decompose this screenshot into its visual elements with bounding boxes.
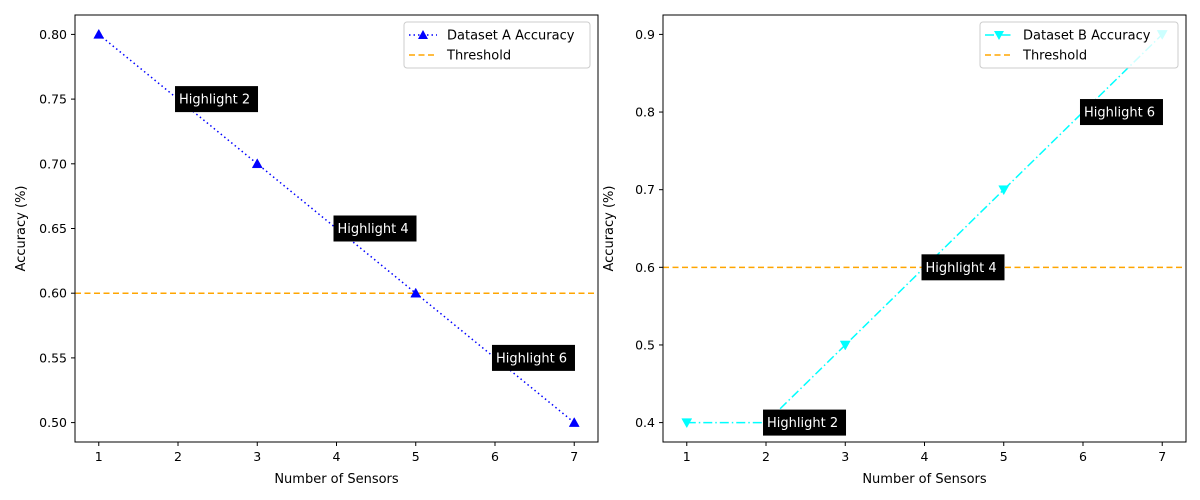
legend: Dataset B Accuracy Threshold	[979, 21, 1179, 69]
legend-label-series: Dataset A Accuracy	[447, 29, 575, 44]
y-tick-label: 0.9	[635, 27, 655, 42]
annotation-label: Highlight 4	[338, 222, 409, 237]
y-tick-label: 0.8	[635, 105, 655, 120]
x-tick-label: 2	[762, 449, 770, 464]
annotation-1: Highlight 2	[175, 86, 259, 113]
legend: Dataset A Accuracy Threshold	[403, 21, 591, 69]
x-tick-label: 6	[1079, 449, 1087, 464]
plot-area	[663, 30, 1186, 429]
y-tick-label: 0.70	[39, 156, 67, 171]
x-axis-label: Number of Sensors	[274, 472, 399, 487]
x-tick-label: 7	[570, 449, 578, 464]
y-tick-label: 0.4	[635, 415, 655, 430]
y-tick-label: 0.6	[635, 260, 655, 275]
annotation-3: Highlight 6	[491, 344, 575, 371]
x-tick-label: 4	[921, 449, 929, 464]
legend-marker	[418, 30, 428, 39]
x-tick-label: 5	[412, 449, 420, 464]
legend-frame	[979, 21, 1179, 69]
chart-panel-2: Highlight 2 Highlight 4 Highlight 6 1 2 3 4 5 6 7…	[602, 14, 1187, 487]
annotation-1: Highlight 2	[763, 409, 847, 436]
annotation-box	[1079, 99, 1163, 126]
x-tick-label: 7	[1158, 449, 1166, 464]
x-tick-label: 6	[491, 449, 499, 464]
x-tick-label: 5	[1000, 449, 1008, 464]
x-axis-label: Number of Sensors	[862, 472, 987, 487]
legend-label-threshold: Threshold	[1022, 49, 1087, 64]
annotation-box	[921, 254, 1005, 281]
data-point	[998, 185, 1010, 196]
y-tick-label: 0.5	[635, 337, 655, 352]
y-tick-label: 0.7	[635, 182, 655, 197]
y-axis-label: Accuracy (%)	[602, 186, 617, 272]
x-tick-label: 3	[253, 449, 261, 464]
annotation-box	[175, 86, 259, 113]
annotation-2: Highlight 4	[333, 215, 417, 242]
y-tick-label: 0.65	[39, 221, 67, 236]
annotation-label: Highlight 4	[926, 261, 997, 276]
annotation-box	[491, 344, 575, 371]
legend-label-threshold: Threshold	[446, 49, 511, 64]
y-tick-label: 0.75	[39, 92, 67, 107]
data-point	[568, 417, 580, 427]
chart-panel-1: Highlight 2 Highlight 4 Highlight 6 1 2 3 4 5 6 7…	[14, 14, 599, 487]
data-point	[410, 287, 422, 298]
y-tick-label: 0.60	[39, 286, 67, 301]
annotation-label: Highlight 2	[767, 416, 838, 431]
y-tick-label: 0.50	[39, 415, 67, 430]
annotation-label: Highlight 6	[496, 351, 567, 366]
y-tick-label: 0.80	[39, 27, 67, 42]
data-point	[93, 28, 105, 39]
data-point	[251, 158, 263, 169]
annotation-box	[333, 215, 417, 242]
y-tick-label: 0.55	[39, 350, 67, 365]
x-tick-label: 1	[683, 449, 691, 464]
series-line-1	[686, 33, 1163, 424]
legend-frame	[403, 21, 591, 69]
annotation-label: Highlight 6	[1084, 106, 1155, 121]
annotation-label: Highlight 2	[179, 93, 250, 108]
x-tick-label: 4	[333, 449, 341, 464]
y-axis-label: Accuracy (%)	[14, 186, 29, 272]
data-point	[681, 418, 693, 429]
legend-marker	[994, 31, 1004, 40]
legend-label-series: Dataset B Accuracy	[1023, 29, 1151, 44]
x-tick-label: 2	[174, 449, 182, 464]
data-point	[839, 340, 851, 351]
x-tick-label: 1	[95, 449, 103, 464]
annotation-2: Highlight 4	[921, 254, 1005, 281]
annotation-box	[763, 409, 847, 436]
annotation-3: Highlight 6	[1079, 99, 1163, 126]
axes-frame	[662, 14, 1187, 443]
x-tick-label: 3	[841, 449, 849, 464]
